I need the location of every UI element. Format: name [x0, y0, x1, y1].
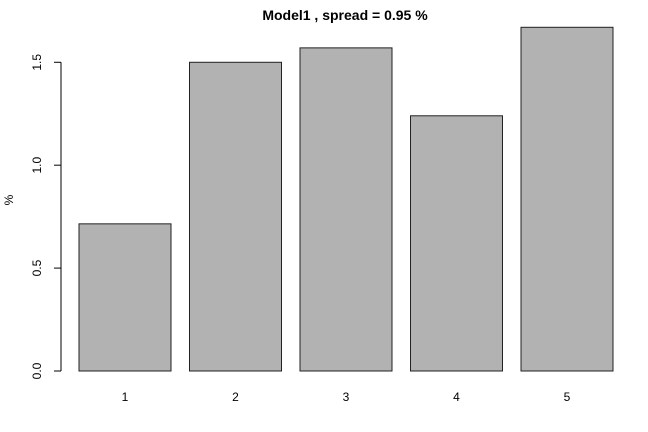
x-tick-label: 1 [122, 390, 129, 404]
y-tick-label: 1.5 [30, 54, 44, 71]
y-tick-label: 0.0 [30, 362, 44, 379]
y-tick-label: 0.5 [30, 259, 44, 276]
y-tick-label: 1.0 [30, 157, 44, 174]
bar-3 [299, 47, 393, 372]
y-axis-label: % [2, 194, 16, 205]
x-tick-label: 3 [343, 390, 350, 404]
x-tick-labels: 1 2 3 4 5 [122, 390, 571, 404]
x-tick-label: 2 [232, 390, 239, 404]
x-tick-label: 5 [564, 390, 571, 404]
bars-group [78, 26, 614, 372]
bar-5 [520, 26, 614, 372]
chart-title: Model1 , spread = 0.95 % [262, 7, 428, 23]
bar-4 [410, 115, 503, 372]
x-tick-label: 4 [453, 390, 460, 404]
bar-1 [78, 223, 172, 372]
bar-2 [189, 61, 282, 372]
y-axis: 0.0 0.5 1.0 1.5 [30, 54, 62, 379]
